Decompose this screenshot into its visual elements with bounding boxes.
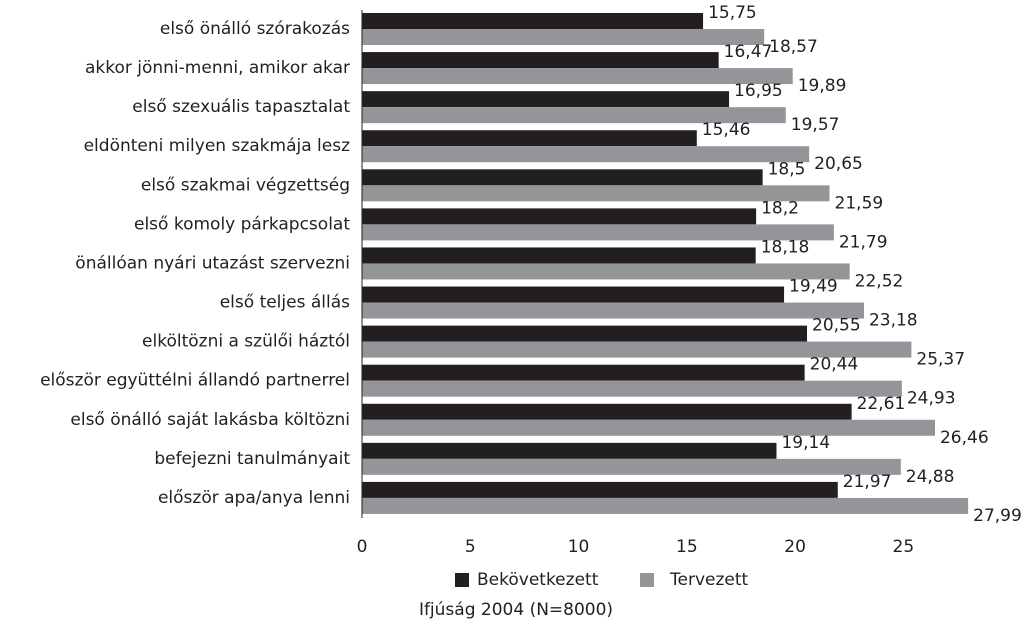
- value-label: 21,97: [843, 472, 892, 492]
- bar: [362, 481, 838, 498]
- legend-label: Tervezett: [669, 570, 749, 590]
- value-label: 22,52: [855, 271, 904, 291]
- category-label: először apa/anya lenni: [158, 488, 350, 508]
- category-label: első teljes állás: [220, 293, 350, 313]
- value-label: 19,89: [798, 76, 847, 96]
- bar: [362, 302, 864, 319]
- category-label: első szexuális tapasztalat: [132, 97, 350, 117]
- category-label: akkor jönni-menni, amikor akar: [85, 58, 350, 78]
- value-label: 21,79: [839, 232, 888, 252]
- bar: [362, 91, 730, 108]
- value-label: 19,14: [781, 433, 830, 453]
- category-label: első szakmai végzettség: [141, 175, 350, 195]
- value-label: 15,46: [702, 120, 751, 140]
- x-tick-label: 0: [357, 537, 368, 557]
- x-tick-label: 10: [568, 537, 590, 557]
- bar: [362, 224, 834, 241]
- category-label: első komoly párkapcsolat: [134, 214, 350, 234]
- x-tick-label: 25: [893, 537, 915, 557]
- bar: [362, 208, 757, 225]
- value-label: 19,57: [791, 115, 840, 135]
- value-label: 20,55: [812, 316, 861, 336]
- caption: Ifjúság 2004 (N=8000): [419, 600, 613, 620]
- legend-swatch: [455, 573, 469, 587]
- legend-label: Bekövetkezett: [477, 570, 599, 590]
- bar: [362, 146, 810, 163]
- bar: [362, 13, 704, 29]
- value-label: 25,37: [916, 350, 965, 370]
- category-label: elköltözni a szülői háztól: [142, 332, 350, 352]
- bar: [362, 263, 850, 280]
- value-label: 18,5: [768, 159, 806, 179]
- bar: [362, 68, 793, 85]
- bar: [362, 29, 765, 45]
- value-label: 24,88: [906, 467, 955, 487]
- value-label: 18,18: [761, 237, 810, 257]
- bar: [362, 185, 830, 202]
- value-label: 15,75: [708, 3, 757, 23]
- value-label: 16,95: [734, 81, 783, 101]
- bar: [362, 364, 805, 381]
- bar: [362, 403, 852, 420]
- category-label: első önálló szórakozás: [160, 19, 350, 39]
- bar: [362, 169, 763, 186]
- bar: [362, 107, 786, 124]
- legend-swatch: [640, 573, 654, 587]
- value-label: 27,99: [973, 506, 1022, 526]
- category-label: önállóan nyári utazást szervezni: [75, 253, 350, 273]
- category-label: befejezni tanulmányait: [154, 449, 350, 469]
- category-label: eldönteni milyen szakmája lesz: [84, 136, 350, 156]
- value-label: 20,65: [814, 154, 863, 174]
- value-label: 20,44: [810, 355, 859, 375]
- x-tick-label: 20: [784, 537, 806, 557]
- bar: [362, 341, 912, 358]
- value-label: 18,2: [761, 198, 799, 218]
- category-label: első önálló saját lakásba költözni: [70, 410, 350, 430]
- bar: [362, 130, 697, 147]
- value-label: 22,61: [857, 394, 906, 414]
- value-label: 18,57: [769, 37, 818, 57]
- x-tick-label: 5: [465, 537, 476, 557]
- category-label: először együttélni állandó partnerrel: [40, 371, 350, 391]
- value-label: 19,49: [789, 277, 838, 297]
- value-label: 16,47: [724, 42, 773, 62]
- bar: [362, 52, 719, 69]
- bar: [362, 458, 901, 475]
- value-label: 21,59: [835, 193, 884, 213]
- bar: [362, 247, 756, 264]
- bar: [362, 419, 935, 436]
- value-label: 24,93: [907, 389, 956, 409]
- value-label: 26,46: [940, 428, 989, 448]
- bar: [362, 442, 777, 459]
- x-tick-label: 15: [676, 537, 698, 557]
- bar: [362, 325, 808, 342]
- bar: [362, 380, 902, 397]
- bar: [362, 286, 785, 303]
- value-label: 23,18: [869, 311, 918, 331]
- bar: [362, 497, 969, 514]
